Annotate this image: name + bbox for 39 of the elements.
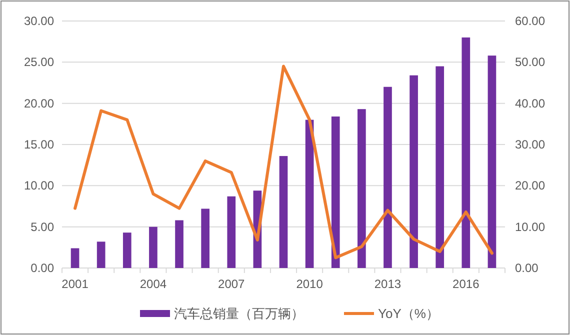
y-tick-label: 10.00 xyxy=(24,178,54,193)
y2-tick-label: 50.00 xyxy=(515,55,546,70)
y2-tick-label: 10.00 xyxy=(515,220,546,234)
y2-tick-label: 30.00 xyxy=(515,138,546,152)
bar xyxy=(462,37,470,268)
legend-label: 汽车总销量（百万辆） xyxy=(174,306,304,321)
x-tick-label: 2013 xyxy=(374,277,402,291)
y2-tick-label: 0.00 xyxy=(515,261,539,275)
y-tick-label: 25.00 xyxy=(24,55,54,70)
bar xyxy=(410,75,418,268)
y-tick-label: 0.00 xyxy=(30,261,54,275)
bar xyxy=(384,86,392,268)
y-tick-label: 15.00 xyxy=(24,138,54,152)
x-tick-label: 2016 xyxy=(452,277,480,291)
x-tick-label: 2007 xyxy=(218,277,246,291)
bar xyxy=(201,208,210,268)
bar xyxy=(305,120,314,268)
y2-tick-label: 20.00 xyxy=(515,178,546,193)
bar xyxy=(279,156,288,268)
bar xyxy=(331,116,340,268)
x-tick-label: 2001 xyxy=(62,277,89,291)
bar xyxy=(122,232,132,268)
y2-tick-label: 60.00 xyxy=(515,14,546,28)
y2-tick-label: 40.00 xyxy=(515,96,546,110)
line-series xyxy=(74,64,494,260)
bar xyxy=(488,56,496,268)
bar xyxy=(175,220,184,268)
x-tick-label: 2004 xyxy=(140,277,167,291)
bar xyxy=(96,242,106,268)
bar xyxy=(70,248,80,268)
legend-label: YoY（%） xyxy=(378,306,439,321)
y-tick-label: 30.00 xyxy=(24,14,54,28)
bar xyxy=(436,66,444,268)
x-tick-label: 2010 xyxy=(296,277,324,291)
y-tick-label: 5.00 xyxy=(30,220,54,234)
bar xyxy=(149,226,158,268)
y-tick-label: 20.00 xyxy=(24,96,54,110)
bar xyxy=(227,196,236,268)
bar xyxy=(358,109,366,268)
